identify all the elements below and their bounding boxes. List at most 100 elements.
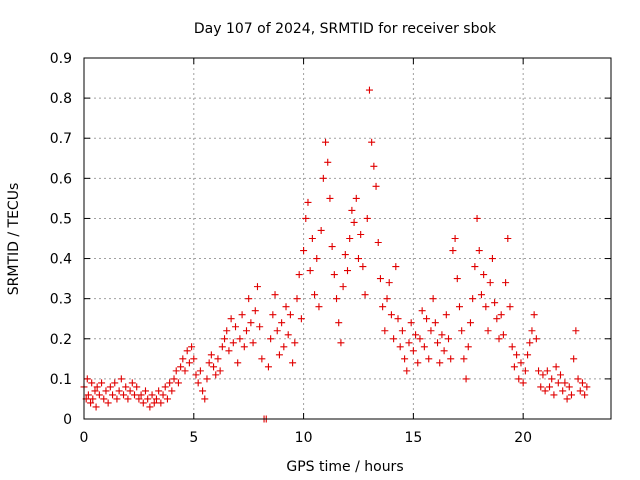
data-point — [341, 251, 349, 259]
data-point — [311, 291, 319, 299]
data-point — [583, 383, 591, 391]
data-point — [440, 347, 448, 355]
data-point — [196, 367, 204, 375]
data-point — [412, 331, 420, 339]
data-point — [434, 339, 442, 347]
data-point — [117, 375, 125, 383]
data-point — [126, 387, 134, 395]
data-point — [383, 295, 391, 303]
data-point — [462, 375, 470, 383]
data-point — [84, 391, 92, 399]
data-point — [227, 315, 235, 323]
data-point — [497, 311, 505, 319]
data-point — [574, 375, 582, 383]
data-point — [521, 367, 529, 375]
data-point — [477, 291, 485, 299]
data-point — [253, 283, 261, 291]
data-point — [242, 327, 250, 335]
data-point — [264, 363, 272, 371]
plot-frame — [83, 57, 612, 420]
data-point — [576, 387, 584, 395]
chart-title: Day 107 of 2024, SRMTID for receiver sbo… — [194, 21, 497, 37]
data-point — [87, 399, 95, 407]
data-point — [361, 291, 369, 299]
data-point — [177, 363, 185, 371]
data-point — [401, 355, 409, 363]
data-point — [286, 311, 294, 319]
data-point — [438, 331, 446, 339]
data-point — [363, 214, 371, 222]
data-point — [284, 331, 292, 339]
data-point — [469, 295, 477, 303]
data-point — [249, 339, 257, 347]
data-point — [275, 351, 283, 359]
data-point — [535, 367, 543, 375]
data-point — [166, 379, 174, 387]
data-point — [554, 379, 562, 387]
data-point — [240, 343, 248, 351]
y-tick-label: 0.7 — [50, 131, 72, 147]
data-point — [337, 339, 345, 347]
data-point — [172, 367, 180, 375]
data-point — [148, 391, 156, 399]
data-point — [385, 279, 393, 287]
data-point — [326, 194, 334, 202]
y-tick-label: 0.5 — [50, 211, 72, 227]
data-point — [543, 367, 551, 375]
data-point — [157, 399, 165, 407]
data-point — [458, 327, 466, 335]
data-point — [223, 327, 231, 335]
data-point — [282, 303, 290, 311]
data-point — [300, 247, 308, 255]
data-point — [491, 299, 499, 307]
y-tick-label: 0.4 — [50, 252, 72, 268]
data-point — [104, 399, 112, 407]
data-point — [370, 162, 378, 170]
data-point — [174, 379, 182, 387]
data-point — [124, 395, 132, 403]
data-point — [302, 214, 310, 222]
data-point — [238, 311, 246, 319]
data-point — [83, 375, 91, 383]
data-point — [578, 379, 586, 387]
data-point — [398, 327, 406, 335]
data-point — [100, 395, 108, 403]
data-point — [567, 391, 575, 399]
data-point — [513, 351, 521, 359]
data-point — [510, 363, 518, 371]
data-point — [350, 218, 358, 226]
data-point — [199, 387, 207, 395]
data-point — [179, 355, 187, 363]
data-point — [352, 194, 360, 202]
data-point — [335, 319, 343, 327]
x-axis-label: GPS time / hours — [286, 459, 403, 475]
data-point — [128, 379, 136, 387]
data-point — [115, 387, 123, 395]
data-point — [98, 379, 106, 387]
data-point — [376, 275, 384, 283]
data-point — [425, 355, 433, 363]
data-point — [546, 383, 554, 391]
data-point — [372, 182, 380, 190]
x-tick-label: 5 — [189, 430, 198, 446]
data-point — [102, 387, 110, 395]
data-point — [427, 327, 435, 335]
data-point — [181, 367, 189, 375]
data-point — [565, 383, 573, 391]
data-points — [80, 86, 591, 423]
data-point — [308, 235, 316, 242]
data-point — [194, 379, 202, 387]
data-point — [530, 311, 538, 319]
y-tick-label: 0 — [63, 412, 72, 428]
data-point — [122, 383, 130, 391]
data-point — [133, 383, 141, 391]
data-point — [183, 347, 191, 355]
data-point — [348, 206, 356, 214]
data-point — [405, 339, 413, 347]
data-point — [451, 235, 459, 242]
data-point — [170, 375, 178, 383]
data-point — [205, 359, 213, 367]
y-tick-label: 0.3 — [50, 292, 72, 308]
data-point — [484, 327, 492, 335]
data-point — [550, 391, 558, 399]
